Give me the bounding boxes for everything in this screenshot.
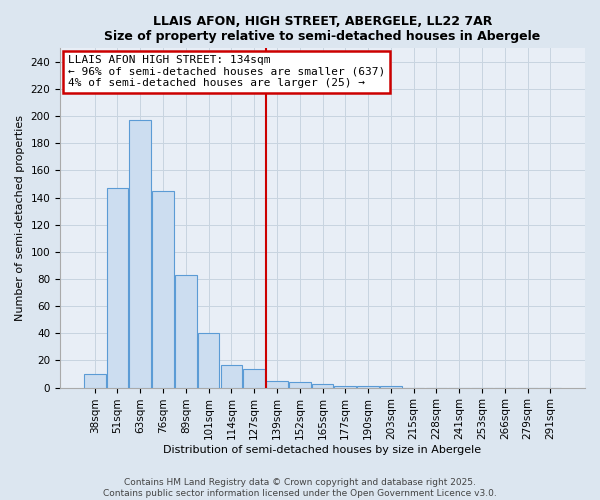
Bar xyxy=(334,386,356,388)
Bar xyxy=(130,120,151,388)
Bar xyxy=(198,334,220,388)
Bar xyxy=(84,374,106,388)
Bar xyxy=(107,188,128,388)
X-axis label: Distribution of semi-detached houses by size in Abergele: Distribution of semi-detached houses by … xyxy=(163,445,482,455)
Text: LLAIS AFON HIGH STREET: 134sqm
← 96% of semi-detached houses are smaller (637)
4: LLAIS AFON HIGH STREET: 134sqm ← 96% of … xyxy=(68,55,385,88)
Bar xyxy=(380,386,401,388)
Bar xyxy=(289,382,311,388)
Title: LLAIS AFON, HIGH STREET, ABERGELE, LL22 7AR
Size of property relative to semi-de: LLAIS AFON, HIGH STREET, ABERGELE, LL22 … xyxy=(104,15,541,43)
Bar xyxy=(311,384,334,388)
Bar xyxy=(175,275,197,388)
Bar xyxy=(244,368,265,388)
Bar xyxy=(152,191,174,388)
Bar xyxy=(266,381,288,388)
Text: Contains HM Land Registry data © Crown copyright and database right 2025.
Contai: Contains HM Land Registry data © Crown c… xyxy=(103,478,497,498)
Bar xyxy=(357,386,379,388)
Bar xyxy=(221,364,242,388)
Y-axis label: Number of semi-detached properties: Number of semi-detached properties xyxy=(15,115,25,321)
